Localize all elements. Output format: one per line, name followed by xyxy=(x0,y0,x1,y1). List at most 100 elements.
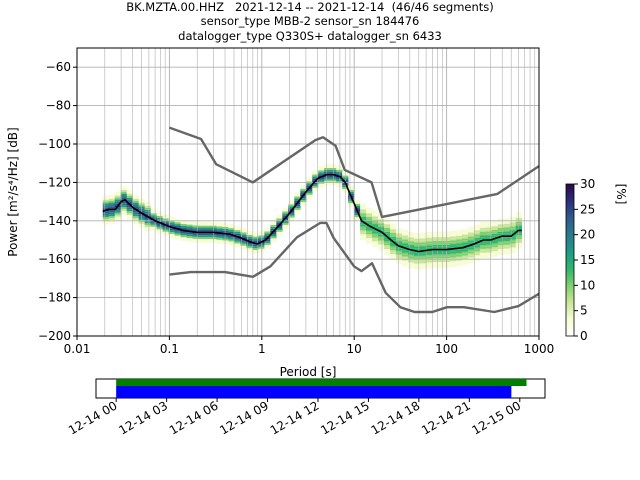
heatmap-cell xyxy=(168,235,175,238)
heatmap-cell xyxy=(132,204,139,207)
heatmap-cell xyxy=(336,167,343,170)
heatmap-cell xyxy=(497,229,505,232)
heatmap-cell xyxy=(120,191,127,194)
heatmap-cell xyxy=(449,265,457,268)
heatmap-cell xyxy=(102,220,110,223)
heatmap-cell xyxy=(150,224,157,227)
heatmap-cell xyxy=(360,236,367,239)
colorbar-tick-label: 10 xyxy=(580,278,595,292)
heatmap-cell xyxy=(479,223,487,226)
heatmap-cell xyxy=(402,237,409,240)
heatmap-cell xyxy=(515,244,523,247)
heatmap-cell xyxy=(485,231,493,234)
heatmap-cell xyxy=(384,245,391,248)
heatmap-cell xyxy=(306,185,313,188)
heatmap-cell xyxy=(126,191,133,194)
heatmap-cell xyxy=(515,233,523,236)
heatmap-cell xyxy=(270,228,277,231)
heatmap-cell xyxy=(443,260,451,263)
heatmap-cell xyxy=(461,251,469,254)
heatmap-cell xyxy=(204,221,211,224)
heatmap-cell xyxy=(162,218,169,221)
heatmap-cell xyxy=(396,225,403,228)
heatmap-cell xyxy=(402,239,409,242)
heatmap-cell xyxy=(114,193,122,196)
heatmap-cell xyxy=(449,244,457,246)
heatmap-cell xyxy=(354,217,361,220)
heatmap-cell xyxy=(413,242,421,245)
heatmap-cell xyxy=(396,243,403,246)
heatmap-cell xyxy=(348,186,355,188)
heatmap-cell xyxy=(372,231,379,234)
heatmap-cell xyxy=(390,238,397,241)
heatmap-cell xyxy=(378,234,385,237)
heatmap-cell xyxy=(180,231,187,234)
heatmap-cell xyxy=(509,224,517,227)
heatmap-cell xyxy=(240,236,247,239)
heatmap-cell xyxy=(378,236,385,239)
heatmap-cell xyxy=(503,225,511,228)
heatmap-cell xyxy=(485,223,493,226)
heatmap-cell xyxy=(390,254,397,257)
heatmap-cell xyxy=(384,220,391,223)
heatmap-cell xyxy=(372,224,379,226)
heatmap-cell xyxy=(294,194,301,197)
heatmap-cell xyxy=(419,259,427,262)
heatmap-cell xyxy=(479,248,487,251)
heatmap-cell xyxy=(437,240,445,243)
heatmap-cell xyxy=(198,227,205,230)
heatmap-cell xyxy=(384,252,391,255)
heatmap-cell xyxy=(419,240,427,243)
heatmap-cell xyxy=(168,231,175,234)
heatmap-cell xyxy=(402,243,409,246)
heatmap-cell xyxy=(366,215,373,218)
heatmap-cell xyxy=(186,220,193,223)
heatmap-cell xyxy=(443,254,451,257)
heatmap-cell xyxy=(150,211,157,214)
heatmap-cell xyxy=(443,231,451,234)
heatmap-cell xyxy=(503,248,511,251)
heatmap-cell xyxy=(491,247,499,250)
heatmap-cell xyxy=(156,225,163,228)
heatmap-cell xyxy=(515,237,523,240)
heatmap-cell xyxy=(150,228,157,231)
heatmap-cell xyxy=(330,175,337,178)
heatmap-cell xyxy=(174,237,181,240)
heatmap-cell xyxy=(156,223,163,226)
heatmap-cell xyxy=(473,224,481,227)
x-tick-label: 0.1 xyxy=(160,342,179,356)
heatmap-cell xyxy=(431,244,439,247)
heatmap-cell xyxy=(413,230,421,233)
heatmap-cell xyxy=(240,230,247,233)
heatmap-cell xyxy=(132,221,139,224)
heatmap-cell xyxy=(348,191,355,194)
heatmap-cell xyxy=(509,245,517,248)
heatmap-cell xyxy=(425,237,433,240)
heatmap-cell xyxy=(300,200,307,203)
heatmap-cell xyxy=(372,239,379,242)
heatmap-cell xyxy=(485,248,493,251)
heatmap-cell xyxy=(150,209,157,212)
heatmap-cell xyxy=(102,203,110,206)
chart-title-line-2: sensor_type MBB-2 sensor_sn 184476 xyxy=(200,14,420,28)
heatmap-cell xyxy=(437,246,445,249)
heatmap-cell xyxy=(437,252,445,255)
heatmap-cell xyxy=(485,244,493,247)
heatmap-cell xyxy=(216,237,223,240)
heatmap-cell xyxy=(282,221,289,223)
heatmap-cell xyxy=(120,195,127,198)
heatmap-cell xyxy=(186,234,193,237)
heatmap-cell xyxy=(497,243,505,246)
heatmap-cell xyxy=(473,234,481,237)
heatmap-cell xyxy=(270,223,277,225)
heatmap-cell xyxy=(390,225,397,228)
heatmap-cell xyxy=(264,235,271,238)
heatmap-cell xyxy=(473,222,481,225)
heatmap-cell xyxy=(515,231,523,234)
heatmap-cell xyxy=(186,222,193,225)
heatmap-cell xyxy=(437,242,445,245)
heatmap-cell xyxy=(443,242,451,245)
heatmap-cell xyxy=(366,241,373,244)
heatmap-cell xyxy=(108,214,116,216)
heatmap-cell xyxy=(126,199,133,202)
